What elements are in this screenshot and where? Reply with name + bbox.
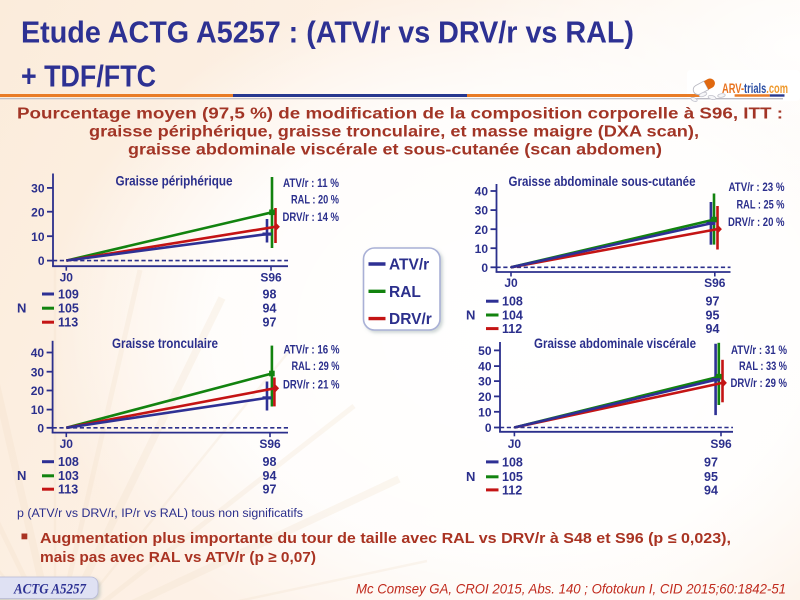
svg-text:20: 20 xyxy=(31,384,45,398)
svg-text:RAL : 29 %: RAL : 29 % xyxy=(292,359,340,373)
svg-text:30: 30 xyxy=(31,182,45,196)
svg-text:N: N xyxy=(17,468,26,483)
svg-text:97: 97 xyxy=(263,316,277,330)
svg-text:108: 108 xyxy=(502,455,523,469)
svg-text:S96: S96 xyxy=(704,276,726,290)
svg-text:DRV/r: DRV/r xyxy=(389,311,432,328)
svg-text:Mc Comsey GA, CROI 2015, Abs.: Mc Comsey GA, CROI 2015, Abs. 140 ; Ofot… xyxy=(356,581,786,597)
svg-text:RAL : 20 %: RAL : 20 % xyxy=(291,193,339,207)
svg-text:ATV/r : 16 %: ATV/r : 16 % xyxy=(284,342,340,356)
svg-text:0: 0 xyxy=(485,421,492,435)
svg-text:N: N xyxy=(466,307,475,322)
svg-text:Graisse abdominale sous-cutané: Graisse abdominale sous-cutanée xyxy=(509,174,696,189)
svg-text:Graisse périphérique: Graisse périphérique xyxy=(116,174,233,189)
svg-text:ACTG A5257: ACTG A5257 xyxy=(13,582,87,598)
svg-text:30: 30 xyxy=(31,365,45,379)
svg-text:20: 20 xyxy=(478,390,492,404)
svg-text:mais pas avec RAL vs ATV/r (p: mais pas avec RAL vs ATV/r (p ≥ 0,07) xyxy=(40,549,316,566)
svg-text:94: 94 xyxy=(704,483,718,497)
svg-text:RAL: RAL xyxy=(389,284,421,301)
svg-text:J0: J0 xyxy=(60,437,74,451)
svg-text:ATV/r : 31 %: ATV/r : 31 % xyxy=(731,343,787,357)
svg-text:108: 108 xyxy=(58,455,79,469)
svg-text:0: 0 xyxy=(38,254,45,268)
svg-text:10: 10 xyxy=(31,230,45,244)
svg-text:p (ATV/r vs DRV/r, IP/r vs RAL: p (ATV/r vs DRV/r, IP/r vs RAL) tous non… xyxy=(17,506,303,520)
svg-text:Graisse tronculaire: Graisse tronculaire xyxy=(112,336,218,351)
svg-text:10: 10 xyxy=(31,403,45,417)
svg-text:20: 20 xyxy=(31,205,45,219)
svg-text:10: 10 xyxy=(475,242,489,256)
svg-text:J0: J0 xyxy=(508,437,522,451)
svg-text:40: 40 xyxy=(475,185,489,199)
svg-text:DRV/r : 20 %: DRV/r : 20 % xyxy=(728,215,785,229)
svg-text:30: 30 xyxy=(478,375,492,389)
svg-text:S96: S96 xyxy=(259,437,281,451)
svg-text:ATV/r: ATV/r xyxy=(389,257,429,274)
svg-text:RAL : 25 %: RAL : 25 % xyxy=(737,197,785,211)
svg-text:DRV/r : 14 %: DRV/r : 14 % xyxy=(283,210,340,224)
svg-text:95: 95 xyxy=(704,470,718,484)
svg-text:108: 108 xyxy=(502,295,523,309)
svg-text:97: 97 xyxy=(706,295,720,309)
svg-text:Etude ACTG A5257 : (ATV/r vs D: Etude ACTG A5257 : (ATV/r vs DRV/r vs RA… xyxy=(21,15,634,50)
svg-text:Augmentation plus importante d: Augmentation plus importante du tour de … xyxy=(40,530,731,547)
svg-text:DRV/r : 29 %: DRV/r : 29 % xyxy=(731,376,788,390)
svg-text:94: 94 xyxy=(706,322,720,336)
svg-text:+ TDF/FTC: + TDF/FTC xyxy=(21,59,156,94)
svg-text:105: 105 xyxy=(502,470,523,484)
svg-text:ATV/r : 11 %: ATV/r : 11 % xyxy=(283,176,339,190)
svg-text:105: 105 xyxy=(58,302,79,316)
svg-text:40: 40 xyxy=(31,346,45,360)
svg-text:J0: J0 xyxy=(60,271,74,285)
svg-text:S96: S96 xyxy=(260,271,282,285)
svg-text:J0: J0 xyxy=(504,276,518,290)
svg-text:95: 95 xyxy=(706,308,720,322)
svg-text:98: 98 xyxy=(263,455,277,469)
svg-text:N: N xyxy=(466,469,475,484)
svg-text:Graisse abdominale viscérale: Graisse abdominale viscérale xyxy=(534,336,696,351)
svg-text:DRV/r : 21 %: DRV/r : 21 % xyxy=(283,377,340,391)
svg-text:113: 113 xyxy=(58,316,78,330)
svg-text:20: 20 xyxy=(475,223,489,237)
svg-text:0: 0 xyxy=(481,261,488,275)
svg-text:50: 50 xyxy=(478,344,492,358)
svg-text:graisse abdominale viscérale e: graisse abdominale viscérale et sous-cut… xyxy=(128,142,662,159)
svg-text:94: 94 xyxy=(263,469,277,483)
svg-text:97: 97 xyxy=(704,455,718,469)
svg-text:104: 104 xyxy=(502,308,523,322)
svg-text:N: N xyxy=(17,301,26,316)
svg-text:94: 94 xyxy=(263,302,277,316)
svg-text:ARV-trials.com: ARV-trials.com xyxy=(722,81,788,96)
svg-text:Pourcentage moyen (97,5 %) de: Pourcentage moyen (97,5 %) de modificati… xyxy=(17,106,783,123)
svg-text:RAL : 33 %: RAL : 33 % xyxy=(739,359,787,373)
svg-text:graisse périphérique, graisse: graisse périphérique, graisse tronculair… xyxy=(89,124,699,141)
svg-text:0: 0 xyxy=(37,421,44,435)
svg-text:ATV/r : 23 %: ATV/r : 23 % xyxy=(729,180,785,194)
svg-text:112: 112 xyxy=(502,483,522,497)
svg-text:97: 97 xyxy=(263,483,277,497)
svg-text:109: 109 xyxy=(58,287,79,301)
svg-text:30: 30 xyxy=(475,204,489,218)
svg-text:103: 103 xyxy=(58,469,79,483)
svg-text:10: 10 xyxy=(478,405,492,419)
svg-text:112: 112 xyxy=(502,322,522,336)
svg-text:40: 40 xyxy=(478,360,492,374)
svg-text:113: 113 xyxy=(58,483,78,497)
svg-text:98: 98 xyxy=(263,287,277,301)
svg-text:S96: S96 xyxy=(710,437,732,451)
